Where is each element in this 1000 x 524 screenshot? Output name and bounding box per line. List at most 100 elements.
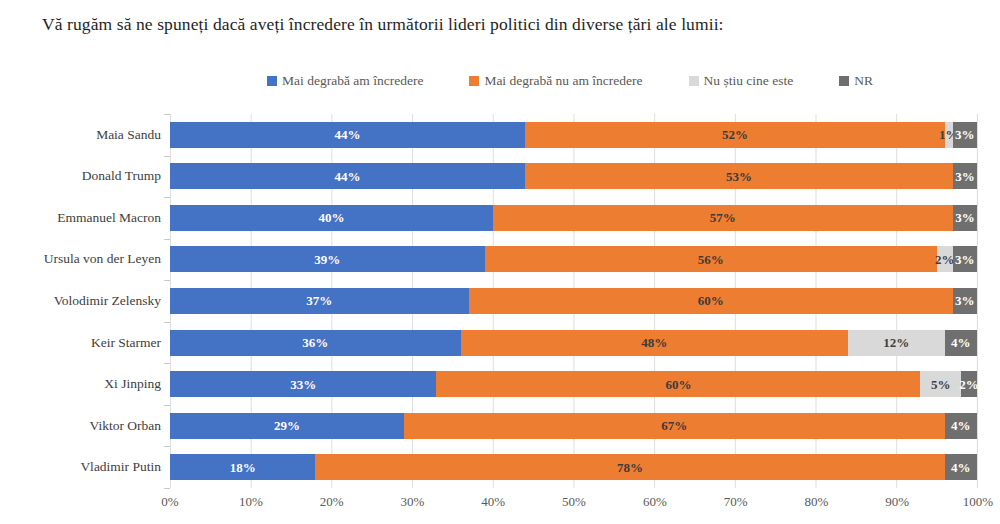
bar-row: 40% 57% 3%	[170, 197, 977, 239]
category-label: Keir Starmer	[0, 322, 170, 364]
bar-row: 36% 48% 12%4%	[170, 322, 977, 364]
data-label: 39%	[314, 253, 340, 266]
legend-label: Mai degrabă am încredere	[282, 73, 423, 89]
x-tick-label: 50%	[562, 494, 586, 510]
legend-item: NR	[839, 73, 873, 89]
bar-segment: 5%	[920, 371, 960, 397]
bar-segment: 52%	[525, 122, 945, 148]
bar-segment: 57%	[493, 205, 953, 231]
data-label: 3%	[955, 253, 975, 266]
bar-row: 44% 53% 3%	[170, 156, 977, 198]
legend-label: Nu știu cine este	[704, 73, 794, 89]
bar-segment: 3%	[953, 163, 977, 189]
legend-swatch-icon	[267, 76, 277, 86]
stacked-bar-chart: Maia SanduDonald TrumpEmmanuel MacronUrs…	[0, 114, 978, 488]
x-tick-label: 20%	[320, 494, 344, 510]
stacked-bar: 44% 52%1%3%	[170, 122, 977, 148]
data-label: 29%	[274, 419, 300, 432]
data-label: 3%	[955, 170, 975, 183]
stacked-bar: 29% 67% 4%	[170, 413, 977, 439]
bar-segment: 67%	[404, 413, 945, 439]
data-label: 60%	[698, 294, 724, 307]
data-label: 40%	[318, 211, 344, 224]
data-label: 37%	[306, 294, 332, 307]
bar-segment: 60%	[436, 371, 920, 397]
bar-segment: 44%	[170, 163, 525, 189]
category-label: Viktor Orban	[0, 405, 170, 447]
category-label: Volodimir Zelensky	[0, 280, 170, 322]
bar-segment: 2%	[937, 246, 953, 272]
data-label: 44%	[335, 128, 361, 141]
bar-segment: 48%	[461, 330, 848, 356]
bar-row: 18% 78% 4%	[170, 446, 977, 488]
x-tick-label: 40%	[481, 494, 505, 510]
x-tick-label: 70%	[724, 494, 748, 510]
data-label: 33%	[290, 378, 316, 391]
stacked-bar: 33% 60% 5%2%	[170, 371, 977, 397]
plot-area: 44%52%1%3%44%53%3%40%57%3%39%56%2%3%37%6…	[170, 114, 978, 488]
bar-segment: 3%	[953, 205, 977, 231]
bar-row: 29% 67% 4%	[170, 405, 977, 447]
bar-row: 37% 60% 3%	[170, 280, 977, 322]
bar-segment: 40%	[170, 205, 493, 231]
legend-swatch-icon	[839, 76, 849, 86]
data-label: 18%	[230, 461, 256, 474]
category-label: Xi Jinping	[0, 363, 170, 405]
category-label: Maia Sandu	[0, 114, 170, 156]
data-label: 67%	[661, 419, 687, 432]
stacked-bar: 36% 48% 12%4%	[170, 330, 977, 356]
stacked-bar: 18% 78% 4%	[170, 454, 977, 480]
bar-row: 44% 52%1%3%	[170, 114, 977, 156]
category-label: Emmanuel Macron	[0, 197, 170, 239]
data-label: 57%	[710, 211, 736, 224]
x-tick-label: 80%	[804, 494, 828, 510]
data-label: 3%	[955, 128, 975, 141]
bar-row: 33% 60% 5%2%	[170, 363, 977, 405]
data-label: 2%	[935, 253, 955, 266]
data-label: 60%	[665, 378, 691, 391]
legend-item: Mai degrabă nu am încredere	[469, 73, 642, 89]
stacked-bar: 40% 57% 3%	[170, 205, 977, 231]
category-label: Ursula von der Leyen	[0, 239, 170, 281]
data-label: 53%	[726, 170, 752, 183]
bar-segment: 3%	[953, 122, 977, 148]
bar-segment: 53%	[525, 163, 953, 189]
bar-segment: 4%	[945, 330, 977, 356]
bar-segment: 56%	[485, 246, 937, 272]
data-label: 78%	[617, 461, 643, 474]
data-label: 3%	[955, 211, 975, 224]
data-label: 48%	[641, 336, 667, 349]
bar-segment: 29%	[170, 413, 404, 439]
value-axis: 0%10%20%30%40%50%60%70%80%90%100%	[170, 492, 978, 512]
x-tick-label: 100%	[963, 494, 993, 510]
bar-segment: 18%	[170, 454, 315, 480]
bar-segment: 12%	[848, 330, 945, 356]
chart-title: Vă rugăm să ne spuneți dacă aveți încred…	[42, 14, 972, 35]
stacked-bar: 39% 56%2%3%	[170, 246, 977, 272]
data-label: 4%	[951, 461, 971, 474]
chart-canvas: Vă rugăm să ne spuneți dacă aveți încred…	[0, 0, 1000, 524]
x-tick-label: 30%	[400, 494, 424, 510]
data-label: 44%	[335, 170, 361, 183]
bar-segment: 36%	[170, 330, 461, 356]
data-label: 4%	[951, 419, 971, 432]
bar-row: 39% 56%2%3%	[170, 239, 977, 281]
bar-segment: 78%	[315, 454, 944, 480]
legend-swatch-icon	[469, 76, 479, 86]
legend: Mai degrabă am încredere Mai degrabă nu a…	[170, 70, 970, 92]
x-tick-label: 0%	[161, 494, 178, 510]
bar-segment: 4%	[945, 413, 977, 439]
bar-segment: 4%	[945, 454, 977, 480]
axis-tick	[164, 488, 170, 489]
data-label: 36%	[302, 336, 328, 349]
bar-segment: 2%	[961, 371, 977, 397]
x-tick-label: 60%	[643, 494, 667, 510]
bar-segment: 1%	[945, 122, 953, 148]
bar-segment: 3%	[953, 288, 977, 314]
legend-swatch-icon	[689, 76, 699, 86]
x-tick-label: 90%	[885, 494, 909, 510]
bar-segment: 60%	[469, 288, 953, 314]
bar-segment: 3%	[953, 246, 977, 272]
bar-segment: 44%	[170, 122, 525, 148]
legend-label: NR	[854, 73, 873, 89]
